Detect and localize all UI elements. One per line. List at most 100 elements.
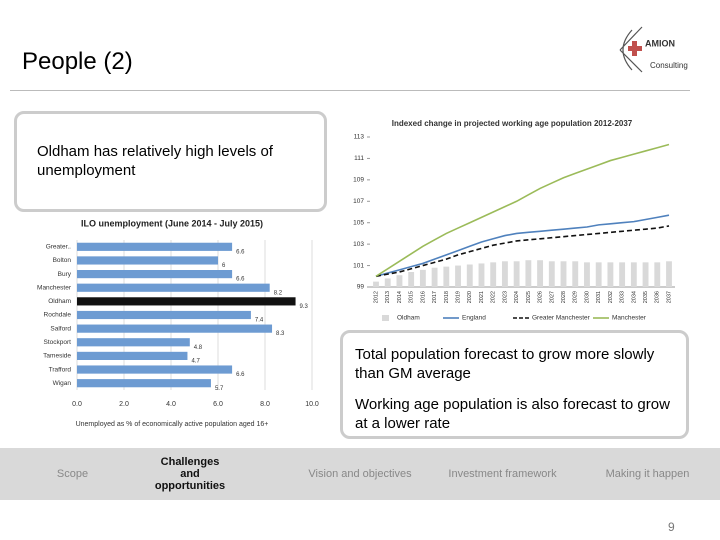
x-tick-label: 0.0 [72, 401, 82, 408]
legend-label: Greater Manchester [532, 315, 591, 322]
data-label: 4.8 [194, 345, 203, 351]
x-tick-label: 2022 [491, 291, 497, 303]
x-tick-label: 2027 [549, 291, 555, 303]
nav-item[interactable]: Scope [56, 468, 89, 480]
y-tick-label: Tameside [43, 353, 71, 360]
text-box: Oldham has relatively high levels of une… [14, 111, 327, 212]
bar [77, 310, 251, 320]
nav-item[interactable]: Making it happen [605, 468, 690, 480]
y-tick-label: Oldham [48, 298, 71, 305]
bar [595, 262, 602, 287]
title-rule [10, 90, 690, 91]
bar [525, 260, 532, 287]
x-tick-label: 2023 [502, 291, 508, 303]
bar [501, 261, 508, 287]
bar [408, 272, 415, 287]
x-tick-label: 4.0 [166, 401, 176, 408]
legend-label: Manchester [612, 315, 647, 322]
logo-cross [632, 41, 637, 56]
x-tick-label: 2028 [561, 291, 567, 303]
x-tick-label: 2030 [584, 291, 590, 303]
bar [77, 351, 188, 360]
bar [490, 262, 497, 287]
x-tick-label: 2019 [455, 291, 461, 303]
bar [584, 262, 590, 287]
x-tick-label: 2026 [538, 291, 544, 303]
bar [431, 267, 438, 287]
data-label: 8.3 [276, 331, 285, 337]
nav-item[interactable]: Vision and objectives [308, 468, 412, 480]
bar [630, 262, 637, 287]
text-box: Total population forecast to grow more s… [355, 346, 655, 382]
y-tick-label: 107 [353, 198, 364, 205]
slide-title: People (2) [22, 48, 133, 75]
y-tick-label: Wigan [53, 380, 72, 387]
y-tick-label: Manchester [37, 284, 72, 291]
x-tick-label: 2020 [467, 291, 473, 303]
x-tick-label: 2035 [643, 291, 649, 303]
bar [77, 270, 233, 279]
y-tick-label: Salford [50, 325, 71, 332]
y-tick-label: 111 [354, 155, 364, 162]
legend-label: England [462, 315, 486, 322]
x-tick-label: 2018 [444, 291, 450, 303]
logo-mark [619, 26, 643, 73]
bar [607, 262, 614, 287]
bar [77, 324, 273, 333]
x-tick-label: 8.0 [260, 401, 270, 408]
bar [443, 266, 450, 287]
bar [77, 283, 270, 292]
data-label: 6.6 [236, 249, 245, 255]
text-box-group: Total population forecast to grow more s… [340, 330, 689, 439]
unemployment-chart: ILO unemployment (June 2014 - July 2015)… [17, 212, 327, 436]
bar [77, 365, 233, 374]
bar [537, 260, 544, 287]
x-axis-label: Unemployed as % of economically active p… [76, 421, 269, 428]
bar [478, 263, 485, 287]
nav-bar: Scope Challenges and opportunities Vision … [0, 447, 720, 500]
bar [77, 242, 233, 251]
x-tick-label: 2021 [479, 291, 485, 303]
legend-swatch [382, 315, 389, 321]
x-tick-label: 2025 [526, 291, 532, 303]
x-tick-label: 2032 [608, 291, 614, 303]
series-line [375, 225, 670, 278]
y-tick-label: 109 [353, 177, 364, 184]
bar [373, 281, 379, 287]
nav-item[interactable]: Challenges and opportunities [154, 456, 226, 492]
bar [466, 264, 473, 287]
y-tick-label: 103 [353, 241, 364, 248]
x-tick-label: 2036 [655, 291, 661, 303]
y-tick-label: 99 [357, 284, 365, 291]
bar [513, 261, 520, 287]
y-tick-label: Bolton [53, 257, 72, 264]
bar [77, 338, 190, 347]
nav-item[interactable]: Investment framework [448, 468, 557, 480]
x-tick-label: 2029 [573, 291, 579, 303]
bar [548, 261, 555, 287]
x-tick-label: 2034 [631, 291, 637, 303]
bar [419, 269, 426, 287]
data-label: 9.3 [300, 304, 309, 310]
data-label: 7.4 [255, 318, 264, 324]
x-tick-label: 2033 [620, 291, 626, 303]
y-tick-label: Stockport [44, 339, 72, 346]
logo: AMION Consulting [619, 26, 688, 73]
data-label: 4.7 [191, 358, 200, 364]
x-tick-label: 2012 [373, 291, 379, 303]
page-number: 9 [668, 520, 675, 534]
bar [77, 256, 218, 265]
x-tick-label: 2016 [420, 291, 426, 303]
data-label: 6.6 [236, 372, 245, 378]
y-tick-label: 101 [353, 262, 364, 269]
x-tick-label: 2017 [432, 291, 438, 303]
bar [666, 261, 672, 287]
y-tick-label: Rochdale [44, 312, 72, 319]
x-tick-label: 2013 [385, 291, 391, 303]
data-label: 5.7 [215, 386, 224, 392]
x-tick-label: 2015 [409, 291, 415, 303]
bar [396, 275, 403, 287]
bar [77, 379, 211, 388]
bar [619, 262, 626, 287]
